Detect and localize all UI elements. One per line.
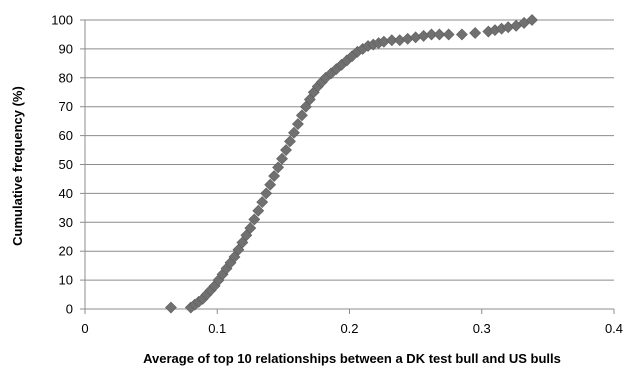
y-tick-label: 30: [59, 215, 73, 230]
y-tick-label: 0: [66, 302, 73, 317]
y-tick-label: 60: [59, 128, 73, 143]
data-point: [280, 144, 292, 156]
data-point: [291, 118, 304, 130]
data-point: [284, 135, 296, 148]
y-tick-label: 70: [59, 99, 73, 114]
x-axis-label: Average of top 10 relationships between …: [143, 351, 561, 366]
data-points: [165, 14, 538, 314]
x-tick-label: 0.3: [473, 321, 491, 336]
data-point: [288, 126, 300, 139]
y-tick-label: 100: [51, 13, 73, 28]
x-tick-label: 0: [81, 321, 88, 336]
y-axis-label: Cumulative frequency (%): [10, 86, 25, 246]
data-point: [469, 27, 482, 39]
y-tick-label: 50: [59, 157, 73, 172]
data-point: [264, 178, 277, 191]
axes: [80, 19, 615, 314]
data-point: [442, 28, 455, 41]
data-point: [272, 161, 285, 174]
data-point: [295, 109, 308, 122]
data-point: [248, 213, 261, 226]
data-point: [165, 301, 177, 314]
y-tick-label: 80: [59, 70, 73, 85]
data-point: [385, 34, 398, 47]
x-tick-label: 0.1: [208, 321, 226, 336]
y-tick-label: 90: [59, 41, 73, 56]
data-point: [256, 196, 269, 208]
y-tick-label: 10: [59, 273, 73, 288]
data-point: [252, 204, 265, 217]
data-point: [244, 222, 257, 235]
data-point: [455, 28, 468, 41]
y-tick-label: 20: [59, 244, 73, 259]
data-point: [260, 187, 273, 200]
data-point: [526, 14, 538, 26]
x-tick-label: 0.2: [340, 321, 358, 336]
x-tick-label: 0.4: [605, 321, 623, 336]
tick-labels: 0 10 20 30 40 50 60 70 80 90 100 0 0.1 0.2 0.3 0.4: [51, 13, 623, 337]
data-point: [433, 28, 446, 41]
data-point: [268, 170, 281, 182]
y-tick-label: 40: [59, 186, 73, 201]
data-point: [425, 28, 438, 41]
data-point: [276, 152, 288, 165]
